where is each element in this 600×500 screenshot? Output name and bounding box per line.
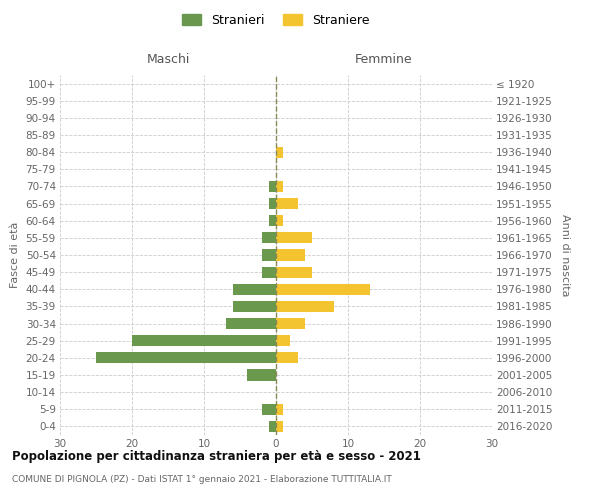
- Bar: [262, 232, 276, 243]
- Bar: [276, 181, 283, 192]
- Y-axis label: Anni di nascita: Anni di nascita: [560, 214, 569, 296]
- Bar: [96, 352, 276, 364]
- Bar: [276, 301, 334, 312]
- Bar: [276, 284, 370, 295]
- Bar: [276, 352, 298, 364]
- Bar: [269, 421, 276, 432]
- Y-axis label: Fasce di età: Fasce di età: [10, 222, 20, 288]
- Bar: [247, 370, 276, 380]
- Bar: [262, 266, 276, 278]
- Bar: [276, 232, 312, 243]
- Bar: [276, 318, 305, 329]
- Bar: [269, 181, 276, 192]
- Bar: [233, 301, 276, 312]
- Bar: [276, 404, 283, 415]
- Legend: Stranieri, Straniere: Stranieri, Straniere: [178, 9, 374, 32]
- Bar: [276, 146, 283, 158]
- Bar: [276, 215, 283, 226]
- Bar: [226, 318, 276, 329]
- Text: Maschi: Maschi: [146, 54, 190, 66]
- Bar: [276, 266, 312, 278]
- Text: Femmine: Femmine: [355, 54, 413, 66]
- Bar: [262, 250, 276, 260]
- Bar: [233, 284, 276, 295]
- Bar: [276, 198, 298, 209]
- Text: COMUNE DI PIGNOLA (PZ) - Dati ISTAT 1° gennaio 2021 - Elaborazione TUTTITALIA.IT: COMUNE DI PIGNOLA (PZ) - Dati ISTAT 1° g…: [12, 475, 392, 484]
- Bar: [276, 421, 283, 432]
- Bar: [262, 404, 276, 415]
- Text: Popolazione per cittadinanza straniera per età e sesso - 2021: Popolazione per cittadinanza straniera p…: [12, 450, 421, 463]
- Bar: [269, 215, 276, 226]
- Bar: [276, 335, 290, 346]
- Bar: [276, 250, 305, 260]
- Bar: [269, 198, 276, 209]
- Bar: [132, 335, 276, 346]
